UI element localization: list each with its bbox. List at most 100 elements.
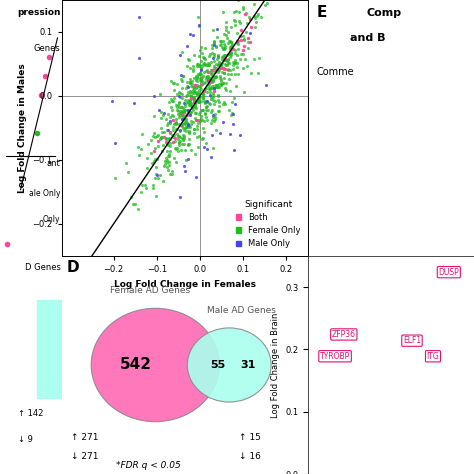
Point <box>175 113 183 120</box>
Point <box>206 50 214 58</box>
Point <box>160 109 168 117</box>
Point <box>209 89 217 97</box>
Point <box>181 119 188 127</box>
Point <box>156 90 164 98</box>
Point <box>206 74 214 82</box>
Point <box>151 174 159 182</box>
Point <box>164 156 171 164</box>
Point <box>185 90 192 98</box>
Point <box>159 177 166 185</box>
Point <box>212 42 220 50</box>
Point <box>214 97 222 104</box>
Point <box>191 95 198 103</box>
Point <box>178 77 185 85</box>
Point <box>224 61 231 68</box>
Point <box>174 136 182 143</box>
Point <box>210 41 218 48</box>
Point <box>219 56 227 64</box>
Point <box>169 138 176 146</box>
Point <box>205 76 213 83</box>
Point <box>166 139 173 147</box>
Point <box>189 106 197 114</box>
Point <box>200 117 208 125</box>
Point <box>178 119 186 127</box>
Point <box>174 110 182 118</box>
Point <box>217 73 224 80</box>
Point <box>176 52 183 59</box>
Point <box>224 55 231 63</box>
Text: D: D <box>66 260 79 275</box>
Point <box>216 107 223 115</box>
Point <box>220 98 228 106</box>
Point <box>187 101 195 109</box>
Point <box>211 114 219 121</box>
Point <box>178 110 186 118</box>
Point <box>151 129 158 137</box>
Point <box>244 19 251 27</box>
Point <box>222 23 230 30</box>
Point <box>163 140 171 148</box>
Point <box>227 49 235 57</box>
Point <box>180 127 187 134</box>
Point <box>176 127 183 135</box>
Point <box>229 110 237 118</box>
Point <box>214 54 221 61</box>
Point <box>165 153 173 160</box>
Point <box>172 120 180 128</box>
Point <box>199 72 206 80</box>
Point <box>191 125 198 132</box>
Point <box>174 132 182 140</box>
Point <box>164 147 171 155</box>
Point <box>227 52 235 59</box>
Point <box>205 85 213 92</box>
Point <box>211 115 219 123</box>
Point <box>187 100 194 107</box>
Point <box>138 130 146 138</box>
Point <box>179 109 186 116</box>
Point <box>197 66 204 73</box>
Text: 542: 542 <box>119 357 152 373</box>
Point <box>202 84 210 92</box>
Point <box>204 73 212 80</box>
Point <box>219 80 227 87</box>
Point <box>185 99 193 106</box>
Text: Only: Only <box>43 215 60 224</box>
Point <box>179 94 186 101</box>
Point <box>203 82 211 89</box>
Point <box>208 116 215 123</box>
Point <box>231 46 238 54</box>
Point <box>201 54 208 62</box>
Point <box>199 94 206 102</box>
Point <box>196 93 203 100</box>
Point <box>210 94 217 101</box>
Point <box>175 141 183 148</box>
Point <box>167 135 174 143</box>
Point <box>151 112 158 120</box>
Point <box>218 80 225 88</box>
Point <box>218 43 226 50</box>
Point <box>237 32 244 40</box>
Point <box>184 88 191 96</box>
Point <box>218 60 226 67</box>
Point <box>220 30 228 38</box>
Point <box>189 105 196 112</box>
Point <box>229 65 237 73</box>
Point <box>191 99 199 107</box>
Point <box>210 37 217 45</box>
Point <box>186 31 193 38</box>
Point <box>200 60 207 68</box>
Point <box>222 86 230 94</box>
Point <box>219 64 227 72</box>
Point <box>180 116 188 123</box>
Point <box>193 73 201 81</box>
Point <box>187 92 195 100</box>
Point <box>217 60 224 67</box>
Point <box>127 193 134 201</box>
Point <box>223 80 230 87</box>
Point <box>228 38 235 46</box>
Point <box>237 36 245 44</box>
Point <box>175 99 182 107</box>
Point <box>191 109 198 117</box>
Point <box>208 79 216 86</box>
Point <box>178 122 185 129</box>
